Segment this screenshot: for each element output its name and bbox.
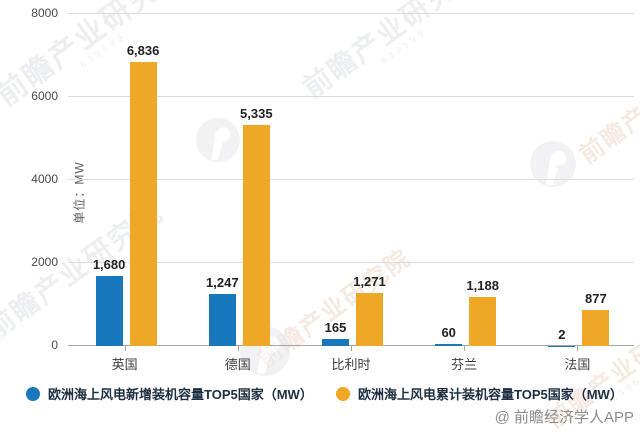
bar-value-label: 5,335 [240, 105, 273, 121]
bar-value-label: 60 [441, 324, 456, 340]
x-tick-mark [124, 346, 126, 351]
y-tick-label: 8000 [31, 6, 58, 20]
bar-cumulative-capacity [469, 296, 497, 346]
bar-cumulative-capacity [356, 293, 383, 346]
y-tick-label: 4000 [31, 172, 58, 186]
x-axis-line [68, 345, 634, 346]
bar-value-label: 1,247 [206, 275, 239, 291]
bar-value-label: 877 [585, 290, 607, 306]
plot-area: 单位：MW 0 2000 4000 6000 8000 1,680 6,836 英国 1,247… [31, 6, 634, 372]
category-label: 芬兰 [451, 357, 478, 372]
bar-value-label: 1,680 [92, 257, 126, 273]
y-tick-label: 6000 [31, 89, 58, 103]
bar-value-label: 2 [558, 326, 566, 342]
y-tick-label: 0 [51, 338, 58, 352]
category-label: 法国 [564, 357, 591, 372]
gridline [68, 13, 634, 14]
x-tick-mark [577, 346, 579, 351]
x-tick-mark [464, 346, 466, 351]
bar-value-label: 6,836 [126, 43, 160, 59]
x-tick-mark [351, 346, 352, 351]
legend-marker-new-capacity [26, 386, 40, 401]
y-tick-label: 2000 [31, 255, 58, 269]
category-label: 德国 [224, 357, 251, 372]
bar-new-capacity [322, 339, 349, 346]
bar-new-capacity [435, 343, 463, 346]
gridline [68, 179, 634, 180]
bar-cumulative-capacity [242, 124, 270, 346]
bar-value-label: 165 [324, 320, 347, 336]
gridline [68, 262, 634, 263]
y-axis-title: 单位：MW [72, 161, 87, 224]
legend-label-new-capacity: 欧洲海上风电新增装机容量TOP5国家（MW） [48, 387, 313, 402]
category-label: 英国 [111, 357, 138, 372]
bar-new-capacity [95, 276, 123, 346]
x-tick-mark [237, 346, 239, 351]
attribution: @ 前瞻经济学人APP [494, 409, 634, 426]
category-label: 比利时 [331, 357, 371, 372]
legend-label-cumulative-capacity: 欧洲海上风电累计装机容量TOP5国家（MW） [358, 387, 623, 402]
bar-cumulative-capacity [582, 309, 610, 346]
bar-new-capacity [208, 294, 236, 346]
gridline [68, 96, 634, 97]
bar-cumulative-capacity [129, 62, 157, 346]
legend-item-cumulative-capacity: 欧洲海上风电累计装机容量TOP5国家（MW） [336, 384, 623, 403]
bar-value-label: 1,271 [353, 274, 386, 290]
bar-value-label: 1,188 [466, 277, 499, 293]
legend-item-new-capacity: 欧洲海上风电新增装机容量TOP5国家（MW） [26, 384, 313, 403]
legend-marker-cumulative-capacity [336, 386, 350, 401]
